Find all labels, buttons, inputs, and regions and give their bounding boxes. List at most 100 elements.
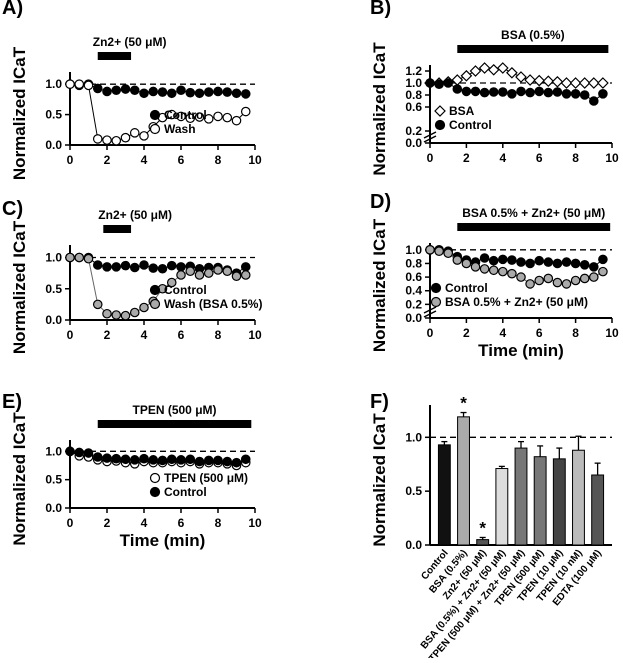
data-point bbox=[561, 279, 572, 289]
data-point bbox=[461, 258, 472, 269]
data-point bbox=[222, 456, 233, 467]
data-point bbox=[74, 79, 85, 89]
y-axis-label: Normalized ICaT bbox=[10, 412, 29, 546]
data-point bbox=[92, 260, 103, 270]
data-point bbox=[157, 263, 168, 274]
bar bbox=[591, 474, 605, 546]
data-point bbox=[83, 448, 94, 458]
x-tick-label: 6 bbox=[178, 516, 185, 530]
data-point bbox=[443, 78, 453, 88]
y-tick-label: 1.2 bbox=[405, 64, 422, 78]
panel-b: B) Normalized ICaT 0.00.2 0.60.81.01.2 0 2 4 6 8… bbox=[370, 0, 619, 176]
data-point bbox=[129, 455, 140, 465]
legend-label: Control bbox=[164, 485, 207, 499]
x-tick-label: 4 bbox=[499, 151, 506, 165]
bar bbox=[552, 458, 566, 546]
x-tick-label: 2 bbox=[463, 326, 470, 340]
data-point bbox=[524, 74, 536, 86]
data-point bbox=[111, 135, 122, 146]
x-tick-label: 4 bbox=[499, 326, 506, 340]
axis-break bbox=[423, 306, 437, 314]
data-point bbox=[552, 277, 563, 288]
data-point bbox=[129, 128, 140, 138]
data-point bbox=[470, 262, 481, 272]
y-axis-label: Normalized ICaT bbox=[370, 413, 389, 547]
data-point bbox=[176, 270, 186, 280]
data-point bbox=[240, 262, 251, 272]
x-axis-label: Time (min) bbox=[120, 531, 206, 550]
data-point bbox=[203, 268, 214, 278]
data-point bbox=[213, 111, 223, 122]
data-point bbox=[148, 86, 159, 97]
data-point bbox=[560, 77, 573, 89]
data-point bbox=[213, 265, 223, 275]
panel-label: D) bbox=[370, 191, 391, 213]
data-point bbox=[111, 453, 122, 464]
data-point bbox=[497, 87, 508, 97]
data-point bbox=[552, 87, 563, 97]
data-point bbox=[516, 257, 526, 267]
data-point bbox=[129, 262, 140, 273]
x-tick-label: 8 bbox=[572, 151, 579, 165]
data-point bbox=[203, 455, 214, 466]
data-point bbox=[561, 257, 572, 267]
data-point bbox=[497, 254, 508, 265]
data-point bbox=[185, 87, 196, 98]
data-point bbox=[434, 79, 444, 89]
data-point bbox=[570, 89, 581, 99]
bar bbox=[495, 468, 509, 546]
data-point bbox=[479, 253, 490, 263]
data-point bbox=[460, 69, 473, 82]
data-point bbox=[569, 77, 582, 89]
data-point bbox=[240, 270, 251, 280]
y-axis-label: Normalized ICaT bbox=[370, 42, 389, 176]
legend-label: Wash (BSA 0.5%) bbox=[164, 297, 262, 311]
data-point bbox=[497, 266, 508, 277]
x-tick-label: 10 bbox=[605, 151, 619, 165]
data-point bbox=[542, 75, 555, 88]
axis-break bbox=[423, 310, 437, 318]
data-point bbox=[479, 87, 490, 98]
panel-label: E) bbox=[2, 391, 22, 413]
legend-marker bbox=[149, 109, 161, 121]
data-point bbox=[166, 277, 177, 288]
data-point bbox=[443, 248, 453, 259]
y-tick-label: 0.0 bbox=[45, 501, 62, 515]
x-tick-label: 4 bbox=[141, 328, 148, 342]
legend-label: Wash bbox=[164, 122, 196, 136]
data-point bbox=[102, 135, 112, 145]
x-tick-label: 2 bbox=[104, 328, 111, 342]
data-point bbox=[588, 96, 599, 106]
legend-marker bbox=[149, 298, 161, 310]
y-axis-label: Normalized ICaT bbox=[10, 220, 29, 354]
data-point bbox=[83, 253, 94, 264]
data-point bbox=[507, 255, 517, 265]
data-point bbox=[588, 272, 599, 282]
treatment-bar bbox=[457, 45, 609, 53]
y-tick-label: 0.2 bbox=[405, 297, 422, 311]
legend-marker bbox=[149, 284, 161, 296]
panel-a: A) Normalized ICaT 0.0 0.5 1.0 0 2 4 6 8 10 Zn2+ (5… bbox=[2, 0, 262, 180]
data-point bbox=[543, 87, 554, 98]
panel-e: E)Normalized ICaT 0.0 0.5 1.0 0 2 4 6 8 10 Time (m… bbox=[2, 391, 262, 550]
data-point bbox=[139, 88, 149, 99]
data-point bbox=[479, 264, 490, 274]
data-point bbox=[213, 455, 223, 466]
x-tick-label: 2 bbox=[463, 151, 470, 165]
y-tick-label: 0.0 bbox=[405, 311, 422, 325]
data-point bbox=[470, 86, 481, 97]
data-point bbox=[478, 62, 491, 74]
y-tick-label: 0.8 bbox=[405, 88, 422, 102]
x-tick-label: 0 bbox=[67, 153, 74, 167]
data-point bbox=[488, 87, 499, 97]
data-point bbox=[92, 299, 103, 310]
treatment-label: Zn2+ (50 μM) bbox=[98, 208, 172, 222]
bar bbox=[533, 456, 547, 546]
data-point bbox=[231, 115, 242, 126]
data-point bbox=[139, 131, 149, 141]
bar bbox=[476, 539, 490, 546]
data-point bbox=[111, 262, 122, 272]
data-point bbox=[543, 273, 554, 284]
